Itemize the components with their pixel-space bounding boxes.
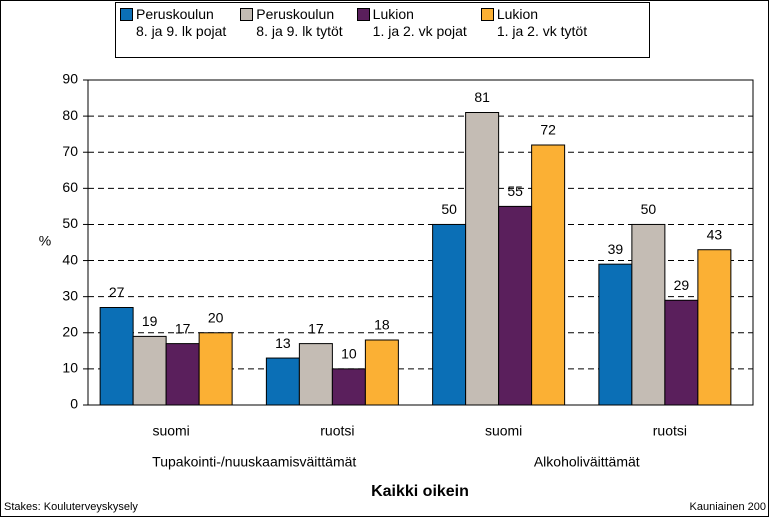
bar	[265, 357, 300, 406]
y-tick-label: 60	[62, 179, 78, 195]
x-tick-label: ruotsi	[320, 423, 354, 439]
legend-label: Lukion 1. ja 2. vk pojat	[372, 6, 467, 39]
legend-swatch	[120, 8, 133, 21]
data-label: 17	[308, 320, 324, 336]
data-label: 81	[474, 89, 490, 105]
y-tick-label: 10	[62, 360, 78, 376]
legend-item: Peruskoulun 8. ja 9. lk pojat	[120, 6, 226, 57]
note: Kauniainen 200	[690, 501, 766, 513]
x-tick-label: ruotsi	[653, 423, 687, 439]
group-label: Alkoholiväittämät	[534, 454, 640, 470]
legend-swatch	[356, 8, 370, 21]
data-label: 55	[507, 183, 523, 199]
y-tick-label: 90	[62, 71, 78, 87]
group-label: Tupakointi-/nuuskaamisväittämät	[152, 454, 356, 470]
bar	[598, 263, 633, 406]
data-label: 50	[441, 201, 457, 217]
bar	[99, 307, 134, 406]
bar	[465, 112, 500, 406]
bar	[531, 144, 566, 406]
source: Stakes: Kouluterveyskysely	[4, 501, 138, 513]
y-tick-label: 70	[62, 143, 78, 159]
data-label: 29	[674, 277, 690, 293]
y-tick-label: 0	[70, 396, 78, 412]
bar	[364, 339, 399, 406]
legend: Peruskoulun 8. ja 9. lk pojat Peruskoulun…	[115, 2, 650, 58]
data-label: 17	[175, 320, 191, 336]
data-label: 27	[109, 284, 125, 300]
data-label: 43	[707, 226, 723, 242]
legend-label: Peruskoulun 8. ja 9. lk tytöt	[256, 6, 343, 39]
bar	[664, 299, 699, 406]
data-label: 19	[142, 313, 158, 329]
bar	[498, 205, 533, 406]
legend-swatch	[480, 8, 494, 21]
data-label: 39	[608, 241, 624, 257]
legend-label: Peruskoulun 8. ja 9. lk pojat	[136, 6, 227, 39]
y-tick-label: 20	[62, 323, 78, 339]
legend-swatch	[240, 8, 254, 21]
x-tick-label: suomi	[485, 423, 522, 439]
data-label: 13	[275, 335, 291, 351]
legend-item: Lukion 1. ja 2. vk pojat	[356, 6, 467, 57]
bar	[165, 343, 200, 406]
data-label: 20	[208, 309, 224, 325]
bar	[631, 223, 666, 406]
bar	[298, 343, 333, 406]
data-label: 10	[341, 346, 357, 362]
data-label: 50	[641, 201, 657, 217]
bar	[198, 332, 233, 406]
y-tick-label: 40	[62, 251, 78, 267]
y-axis-label: %	[39, 233, 51, 249]
x-tick-label: suomi	[152, 423, 189, 439]
bar	[331, 368, 366, 406]
bar	[132, 335, 167, 406]
bar	[697, 249, 732, 406]
legend-item: Peruskoulun 8. ja 9. lk tytöt	[240, 6, 343, 57]
chart-title: Kaikki oikein	[371, 483, 469, 500]
y-tick-label: 30	[62, 287, 78, 303]
y-tick-label: 50	[62, 215, 78, 231]
bar	[432, 223, 467, 406]
y-tick-label: 80	[62, 107, 78, 123]
data-label: 18	[374, 317, 390, 333]
data-label: 72	[540, 122, 556, 138]
legend-label: Lukion 1. ja 2. vk tytöt	[496, 6, 588, 39]
plot-border	[87, 79, 754, 406]
legend-item: Lukion 1. ja 2. vk tytöt	[480, 6, 588, 57]
